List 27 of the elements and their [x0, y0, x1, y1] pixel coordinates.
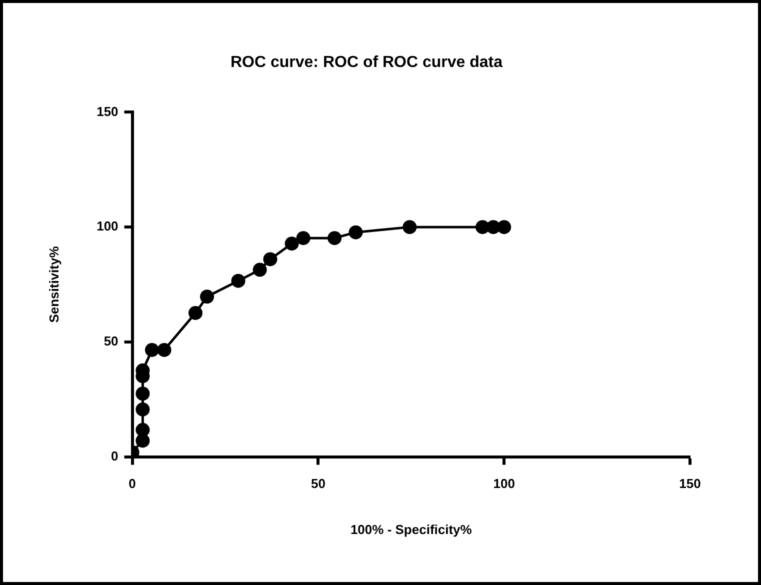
x-tick-label: 150 — [679, 476, 701, 492]
chart-title: ROC curve: ROC of ROC curve data — [230, 54, 503, 72]
y-tick-label: 100 — [96, 218, 118, 234]
point — [402, 220, 417, 234]
point — [328, 231, 342, 246]
point — [497, 220, 512, 234]
point — [136, 386, 150, 401]
y-axis-title: Sensitivity% — [46, 246, 62, 323]
y-tick-label: 0 — [111, 448, 118, 464]
x-tick-label: 50 — [310, 476, 326, 492]
point — [144, 342, 159, 357]
point — [231, 274, 246, 288]
point — [200, 290, 214, 304]
point — [136, 422, 150, 437]
x-tick-label: 100 — [493, 476, 515, 492]
point — [296, 231, 310, 246]
x-tick-label: 0 — [128, 476, 136, 492]
y-tick-label: 50 — [104, 334, 118, 349]
point — [188, 306, 202, 320]
point — [263, 252, 278, 266]
point — [284, 236, 299, 251]
point — [252, 262, 267, 277]
point — [348, 225, 363, 240]
point — [136, 402, 150, 416]
point — [157, 342, 172, 357]
y-tick-label: 150 — [96, 104, 118, 119]
x-axis-title: 100% - Specificity% — [350, 522, 472, 537]
